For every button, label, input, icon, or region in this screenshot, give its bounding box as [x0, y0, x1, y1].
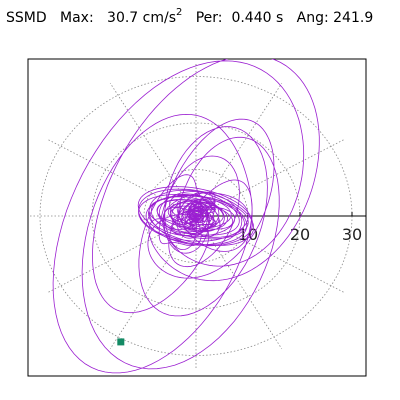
orbit-trace — [52, 59, 320, 374]
peak-marker — [117, 338, 125, 346]
tick-label-30: 30 — [342, 225, 362, 244]
angle-label: Ang: — [296, 9, 329, 26]
max-label: Max: — [60, 9, 94, 26]
period-value: 0.440 s — [231, 9, 284, 26]
chart-header: SSMD Max: 30.7 cm/s2 Per: 0.440 s Ang: 2… — [6, 7, 374, 26]
angle-value: 241.9 — [333, 9, 374, 26]
response-type: SSMD — [6, 9, 47, 26]
max-value: 30.7 cm/s — [107, 9, 176, 26]
orbit-path — [52, 59, 320, 374]
tick-label-20: 20 — [290, 225, 310, 244]
max-unit-exponent: 2 — [176, 7, 183, 18]
period-label: Per: — [195, 9, 223, 26]
